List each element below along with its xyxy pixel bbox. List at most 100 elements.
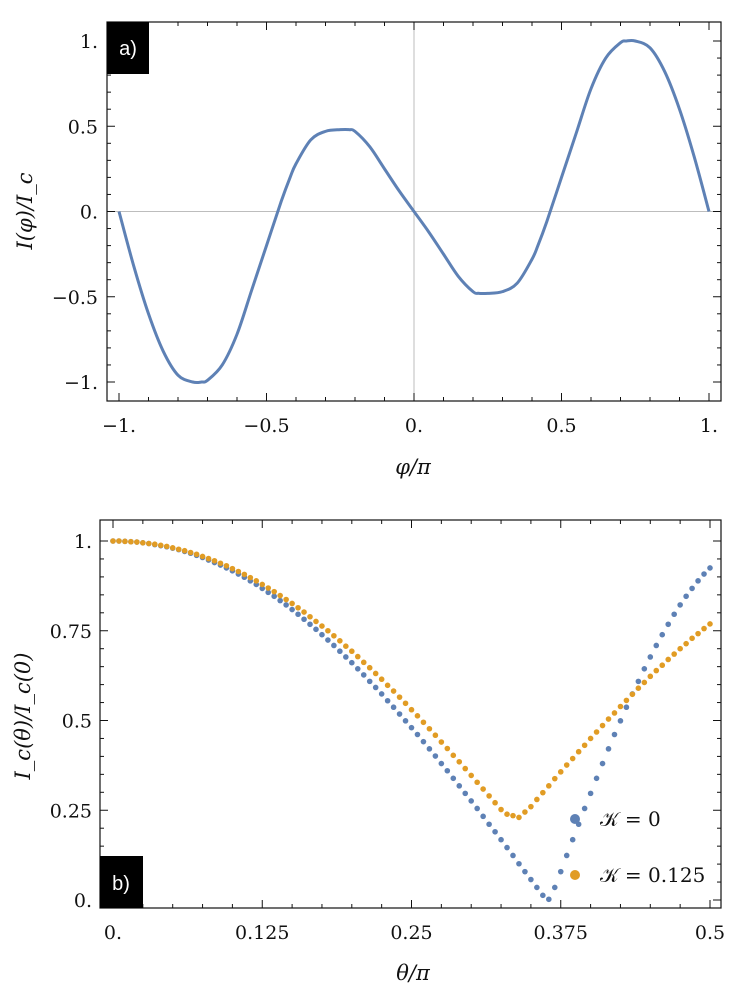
scatter-point-series-1 xyxy=(360,659,367,666)
scatter-point-series-0 xyxy=(354,666,361,672)
scatter-point-series-1 xyxy=(534,796,540,803)
scatter-point-series-0 xyxy=(498,836,504,843)
scatter-point-series-1 xyxy=(128,538,134,545)
x-tick-label: −1. xyxy=(102,415,136,437)
scatter-point-series-0 xyxy=(265,589,272,596)
scatter-point-series-1 xyxy=(384,682,391,689)
scatter-point-series-1 xyxy=(629,691,636,698)
scatter-point-series-0 xyxy=(271,593,277,600)
scatter-point-series-1 xyxy=(551,775,558,782)
scatter-point-series-1 xyxy=(408,706,415,713)
scatter-point-series-1 xyxy=(665,656,672,663)
scatter-point-series-0 xyxy=(665,621,672,628)
panel-b-tag-box xyxy=(100,856,143,908)
scatter-point-series-1 xyxy=(175,546,182,553)
scatter-point-series-1 xyxy=(331,632,337,639)
scatter-point-series-1 xyxy=(486,793,492,799)
panel-b: 0. 0.125 0.25 0.375 0.5 0. 0.25 0.5 0.75 1. b) θ… xyxy=(11,519,725,985)
scatter-point-series-0 xyxy=(540,892,546,899)
scatter-point-series-1 xyxy=(187,549,194,556)
scatter-point-series-1 xyxy=(563,762,570,768)
scatter-point-series-1 xyxy=(647,673,654,680)
scatter-point-series-0 xyxy=(414,731,421,738)
scatter-point-series-0 xyxy=(319,631,325,638)
panel-b-y-label: I_c(θ)/I_c(0) xyxy=(11,653,35,781)
panel-a: −1. −0.5 0. 0.5 1. −1. −0.5 0. 0.5 1. a) φ/π I(φ… xyxy=(13,21,722,479)
scatter-point-series-0 xyxy=(635,678,642,685)
scatter-point-series-1 xyxy=(635,685,642,691)
x-tick-label: 0.125 xyxy=(235,922,289,944)
scatter-point-series-0 xyxy=(683,593,689,600)
scatter-point-series-1 xyxy=(163,543,170,550)
scatter-point-series-0 xyxy=(420,738,427,745)
scatter-point-series-0 xyxy=(611,731,618,738)
scatter-point-series-0 xyxy=(366,678,373,685)
scatter-point-series-0 xyxy=(510,852,516,859)
scatter-point-series-0 xyxy=(557,868,564,875)
scatter-point-series-1 xyxy=(528,803,534,810)
scatter-point-series-0 xyxy=(528,876,534,883)
scatter-point-series-0 xyxy=(444,767,451,774)
scatter-point-series-0 xyxy=(360,672,367,678)
scatter-point-series-1 xyxy=(402,700,409,707)
y-tick-label: −0.5 xyxy=(52,287,98,309)
scatter-point-series-1 xyxy=(611,710,618,716)
scatter-point-series-1 xyxy=(581,742,588,749)
scatter-point-series-1 xyxy=(116,538,122,544)
scatter-point-series-0 xyxy=(468,798,475,804)
scatter-point-series-0 xyxy=(671,611,677,618)
scatter-point-series-1 xyxy=(134,539,140,545)
scatter-point-series-1 xyxy=(146,540,152,547)
scatter-point-series-1 xyxy=(557,769,564,775)
y-tick-label: 0.5 xyxy=(62,711,92,733)
scatter-point-series-1 xyxy=(540,789,546,796)
scatter-point-series-0 xyxy=(432,753,439,759)
scatter-point-series-0 xyxy=(343,654,349,660)
scatter-point-series-1 xyxy=(337,638,343,644)
scatter-point-series-1 xyxy=(366,664,373,671)
scatter-point-series-1 xyxy=(223,562,230,569)
scatter-point-series-1 xyxy=(396,694,403,700)
scatter-point-series-1 xyxy=(653,667,660,674)
scatter-point-series-1 xyxy=(378,676,385,683)
scatter-point-series-1 xyxy=(498,806,504,813)
scatter-point-series-1 xyxy=(444,745,451,752)
y-tick-label: 1. xyxy=(80,31,98,53)
scatter-point-series-1 xyxy=(569,755,576,762)
scatter-point-series-1 xyxy=(683,640,689,647)
scatter-point-series-1 xyxy=(193,551,200,558)
scatter-point-series-1 xyxy=(253,578,260,584)
scatter-point-series-0 xyxy=(551,884,558,891)
scatter-point-series-0 xyxy=(462,790,469,797)
scatter-point-series-0 xyxy=(516,860,522,867)
scatter-point-series-1 xyxy=(247,574,254,581)
scatter-point-series-0 xyxy=(480,813,486,820)
scatter-point-series-1 xyxy=(313,618,319,625)
scatter-point-series-1 xyxy=(474,779,480,786)
scatter-point-series-0 xyxy=(707,565,713,571)
scatter-point-series-1 xyxy=(301,609,307,615)
y-tick-label: 0. xyxy=(80,202,98,224)
scatter-point-series-0 xyxy=(695,578,701,584)
scatter-point-series-0 xyxy=(534,884,540,891)
scatter-point-series-1 xyxy=(701,625,707,632)
legend-marker-k0 xyxy=(570,814,580,824)
scatter-point-series-0 xyxy=(617,718,624,724)
panel-b-y-tick-labels: 0. 0.25 0.5 0.75 1. xyxy=(50,531,92,912)
scatter-point-series-1 xyxy=(259,581,266,588)
panel-b-x-label: θ/π xyxy=(396,961,431,985)
x-tick-label: 0. xyxy=(405,415,423,437)
panel-b-frame xyxy=(99,519,722,909)
scatter-point-series-1 xyxy=(468,772,475,779)
scatter-point-series-1 xyxy=(205,555,212,562)
scatter-point-series-1 xyxy=(677,645,683,652)
y-tick-label: −1. xyxy=(64,372,98,394)
scatter-point-series-1 xyxy=(235,568,242,575)
scatter-point-series-0 xyxy=(331,642,337,649)
scatter-point-series-0 xyxy=(647,654,654,660)
x-tick-label: 0.5 xyxy=(546,415,576,437)
scatter-point-series-0 xyxy=(563,852,570,859)
scatter-point-series-1 xyxy=(343,643,349,649)
scatter-point-series-0 xyxy=(384,697,391,704)
